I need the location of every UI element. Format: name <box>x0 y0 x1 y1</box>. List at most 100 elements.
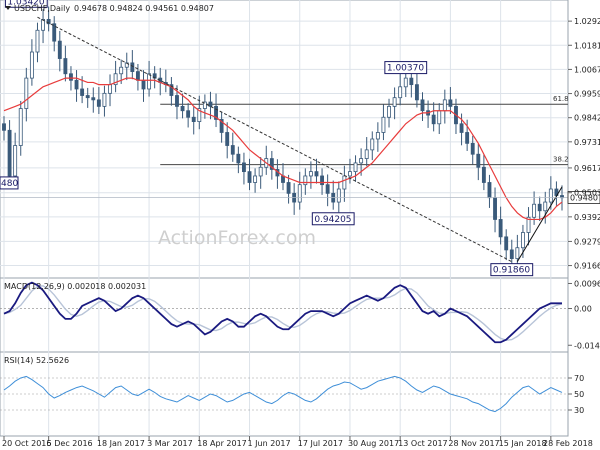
time-tick-label: 13 Oct 2017 <box>398 439 447 448</box>
candle-body <box>113 73 118 86</box>
candle-body <box>46 18 51 25</box>
candle-body <box>286 182 291 194</box>
candle-body <box>74 79 79 90</box>
candle-body <box>526 216 531 233</box>
price-annotation-label: 0.91860 <box>493 266 530 276</box>
candle-body <box>314 171 319 177</box>
candle-body <box>509 249 514 260</box>
candle-body <box>225 132 230 146</box>
candle-body <box>392 97 397 107</box>
candle-body <box>219 119 224 133</box>
fibonacci-levels: 61.8 38.2 <box>160 95 569 166</box>
candle-body <box>336 188 341 203</box>
candle-body <box>487 182 492 199</box>
macd-signal-line <box>3 285 563 341</box>
moving-average-line <box>3 77 563 221</box>
candle-body <box>214 105 218 120</box>
trendlines <box>37 16 563 263</box>
candle-body <box>476 153 481 168</box>
rsi-title: RSI(14) 52.5626 <box>4 356 69 365</box>
candle-body <box>353 162 358 173</box>
left-edge-price-box <box>0 176 19 190</box>
price-tick-label: 1.02920 <box>574 17 600 26</box>
macd-line <box>3 281 562 344</box>
candle-body <box>230 145 235 155</box>
candle-body <box>236 153 241 164</box>
candle-body <box>69 73 73 81</box>
price-annotations: 1.03420 1.00370 0.94205 0.91860 480 0.94807 <box>0 0 600 277</box>
macd-tick-label: 0.009664 <box>574 279 600 288</box>
candle-body <box>303 175 308 186</box>
candle-body <box>169 84 174 96</box>
candle-body <box>208 101 213 107</box>
candle-body <box>91 97 96 101</box>
candle-body <box>465 132 470 144</box>
time-tick-label: 5 Dec 2016 <box>47 439 93 448</box>
price-tick-label: 1.01810 <box>574 41 600 50</box>
candle-body <box>537 203 542 212</box>
macd-panel <box>0 277 569 353</box>
price-panel <box>0 0 569 279</box>
candle-body <box>35 29 40 53</box>
price-tick-label: 0.91660 <box>574 262 600 271</box>
symbol-label: USDCHF,Daily <box>14 4 70 13</box>
candle-body <box>247 171 252 183</box>
candle-body <box>80 88 85 96</box>
candle-body <box>409 77 414 86</box>
current-price-box <box>567 191 600 204</box>
candle-body <box>18 108 23 146</box>
candle-body <box>13 145 18 177</box>
candle-body <box>548 188 553 203</box>
fib-level-label: 61.8 <box>553 95 569 103</box>
downtrend-line <box>37 16 513 263</box>
rsi-tick-label: 50 <box>574 390 584 399</box>
candle-body <box>370 138 375 151</box>
moving-average-series <box>3 77 563 221</box>
candle-body <box>197 108 202 123</box>
candle-body <box>481 166 486 183</box>
candle-body <box>364 149 369 159</box>
candle-body <box>130 62 135 72</box>
price-annotation-box <box>311 212 355 226</box>
candle-body <box>2 123 6 131</box>
candle-body <box>63 58 68 75</box>
time-tick-label: 18 Jan 2017 <box>97 439 145 448</box>
candle-body <box>387 105 391 118</box>
candle-body <box>403 77 408 88</box>
time-tick-label: 30 Aug 2017 <box>348 439 399 448</box>
rsi-series <box>0 375 568 413</box>
dropdown-triangle-icon[interactable] <box>5 6 11 10</box>
time-tick-label: 28 Nov 2017 <box>448 439 499 448</box>
candle-body <box>470 142 475 155</box>
candle-body <box>448 99 453 107</box>
time-tick-label: 1 Jun 2017 <box>248 439 291 448</box>
rsi-tick-label: 70 <box>574 374 584 383</box>
watermark-text: ActionForex.com <box>158 227 316 249</box>
rsi-line <box>3 375 563 413</box>
candle-body <box>325 184 330 194</box>
time-tick-label: 15 Jan 2018 <box>499 439 547 448</box>
candle-body <box>147 73 152 90</box>
candle-body <box>85 95 90 99</box>
chart-header: USDCHF,Daily 0.94678 0.94824 0.94561 0.9… <box>5 4 214 13</box>
candle-body <box>342 175 347 190</box>
time-tick-label: 3 Mar 2017 <box>147 439 193 448</box>
candle-body <box>108 84 112 94</box>
current-price-label: 0.94807 <box>570 193 600 202</box>
candle-body <box>498 219 503 238</box>
support-trendline <box>516 186 563 262</box>
macd-series <box>0 281 568 344</box>
candle-body <box>320 175 324 186</box>
time-tick-label: 28 Feb 2018 <box>543 439 593 448</box>
price-annotation-label: 1.03420 <box>7 0 44 7</box>
candle-body <box>180 105 185 112</box>
candle-body <box>24 77 29 109</box>
macd-tick-label: -0.01417 <box>574 341 600 350</box>
candle-body <box>420 99 425 112</box>
candle-body <box>414 84 419 101</box>
candle-body <box>375 132 380 140</box>
